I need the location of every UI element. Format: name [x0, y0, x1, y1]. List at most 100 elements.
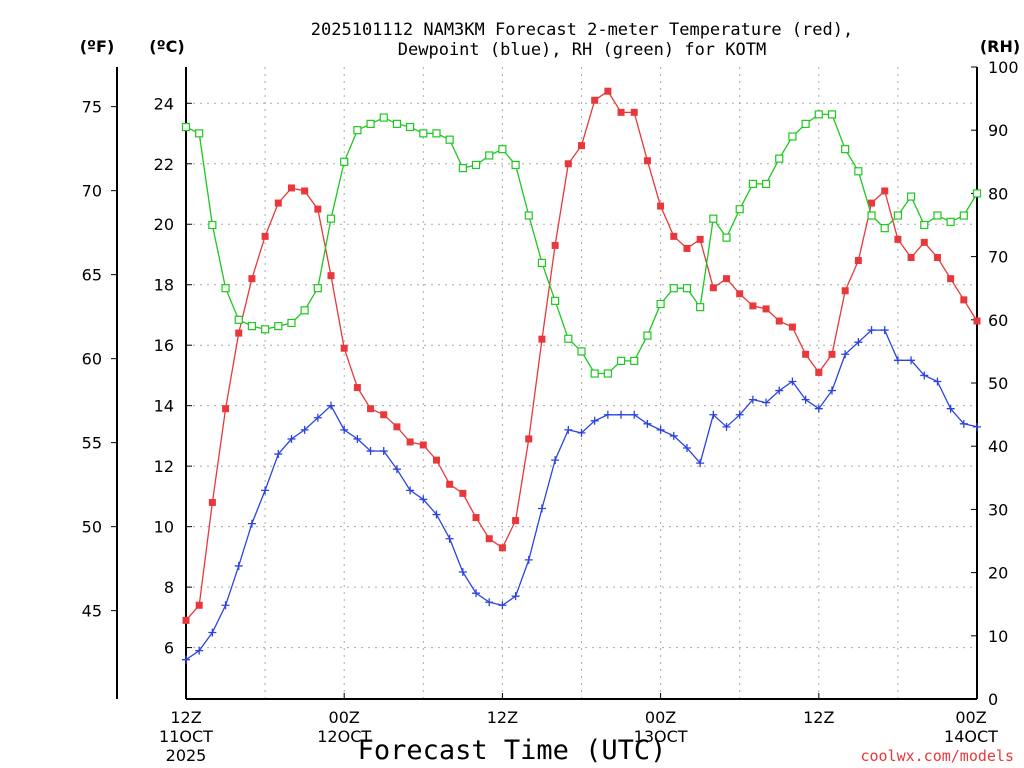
- temperature-point: [933, 254, 941, 262]
- dewpoint-point: [392, 465, 401, 474]
- rh-point: [564, 334, 573, 343]
- celsius-tick-label: 16: [154, 336, 174, 355]
- dewpoint-point: [234, 561, 243, 570]
- dewpoint-point: [485, 598, 494, 607]
- rh-tick-label: 0: [988, 690, 998, 709]
- dewpoint-point: [959, 419, 968, 428]
- x-tick-label-date: 12OCT: [317, 727, 371, 746]
- celsius-unit-label: (ºC): [149, 37, 184, 56]
- temperature-point: [248, 275, 256, 283]
- dewpoint-point: [775, 386, 784, 395]
- dewpoint-point: [709, 410, 718, 419]
- temperature-point: [208, 498, 216, 506]
- rh-point: [195, 129, 204, 138]
- temperature-point: [353, 384, 361, 392]
- temperature-point: [881, 187, 889, 195]
- temperature-point: [630, 108, 638, 116]
- dewpoint-point: [287, 434, 296, 443]
- dewpoint-point: [656, 425, 665, 434]
- temperature-point: [182, 616, 190, 624]
- celsius-tick-label: 22: [154, 155, 174, 174]
- rh-point: [577, 347, 586, 356]
- series-layer: [181, 87, 982, 664]
- rh-point: [616, 356, 626, 365]
- rh-tick-label: 10: [988, 627, 1008, 646]
- dewpoint-point: [261, 486, 270, 495]
- temperature-point: [683, 244, 691, 252]
- rh-point: [841, 145, 850, 154]
- rh-tick-label: 70: [988, 248, 1008, 267]
- temperature-point: [222, 405, 230, 413]
- temperature-point: [973, 317, 981, 325]
- rh-series: [181, 110, 982, 378]
- celsius-tick-label: 14: [154, 397, 174, 416]
- fahrenheit-tick-label: 55: [82, 434, 102, 453]
- rh-point: [761, 179, 771, 189]
- rh-point: [735, 205, 744, 214]
- temperature-series: [182, 87, 981, 624]
- rh-point: [643, 331, 652, 340]
- x-tick-label-date: 14OCT: [944, 727, 998, 746]
- rh-point: [366, 119, 375, 128]
- fahrenheit-tick-label: 45: [82, 602, 102, 621]
- dewpoint-point: [643, 419, 652, 428]
- temperature-point: [380, 411, 388, 419]
- dewpoint-point: [590, 416, 599, 425]
- rh-point: [261, 325, 270, 334]
- x-tick-label-time: 12Z: [487, 708, 518, 727]
- rh-point: [551, 296, 560, 305]
- axes-layer: [116, 67, 978, 700]
- rh-point: [748, 179, 757, 189]
- dewpoint-point: [735, 410, 744, 419]
- rh-tick-label: 30: [988, 500, 1008, 519]
- rh-point: [511, 160, 520, 170]
- rh-point: [181, 122, 191, 132]
- x-tick-label-time: 12Z: [803, 708, 834, 727]
- rh-point: [827, 110, 837, 119]
- grid-layer: [186, 67, 977, 699]
- temperature-point: [235, 329, 243, 337]
- rh-point: [867, 211, 876, 220]
- rh-point: [946, 217, 955, 226]
- rh-point: [920, 220, 929, 230]
- dewpoint-point: [327, 401, 336, 410]
- temperature-point: [551, 241, 559, 249]
- dewpoint-point: [537, 504, 546, 513]
- temperature-point: [762, 305, 770, 313]
- dewpoint-point: [221, 601, 230, 610]
- dewpoint-point: [867, 326, 876, 335]
- temperature-point: [195, 601, 203, 609]
- rh-point: [326, 214, 336, 223]
- dewpoint-series: [182, 326, 981, 664]
- rh-point: [854, 167, 863, 176]
- dewpoint-point: [748, 395, 757, 404]
- temperature-point: [393, 423, 401, 431]
- temperature-point: [446, 480, 454, 488]
- temperature-point: [472, 514, 480, 522]
- celsius-tick-label: 12: [154, 457, 174, 476]
- rh-tick-label: 90: [988, 121, 1008, 140]
- rh-point: [603, 369, 612, 378]
- rh-point: [775, 154, 784, 163]
- fahrenheit-tick-label: 60: [82, 350, 102, 369]
- dewpoint-point: [432, 510, 441, 519]
- rh-unit-label: (RH): [980, 37, 1020, 56]
- dewpoint-point: [551, 456, 560, 465]
- celsius-tick-label: 8: [164, 578, 174, 597]
- dewpoint-point: [313, 413, 322, 422]
- dewpoint-point: [366, 447, 375, 456]
- temperature-point: [643, 157, 651, 165]
- dewpoint-point: [946, 404, 955, 413]
- dewpoint-point: [933, 377, 942, 386]
- rh-point: [933, 211, 942, 220]
- dewpoint-point: [472, 589, 481, 598]
- temperature-point: [854, 257, 862, 265]
- temperature-point: [327, 272, 335, 280]
- temperature-point: [432, 456, 440, 464]
- temperature-point: [525, 435, 533, 443]
- rh-point: [419, 129, 428, 138]
- rh-point: [656, 299, 665, 309]
- rh-point: [972, 189, 982, 198]
- celsius-tick-label: 20: [154, 215, 174, 234]
- dewpoint-point: [419, 495, 428, 504]
